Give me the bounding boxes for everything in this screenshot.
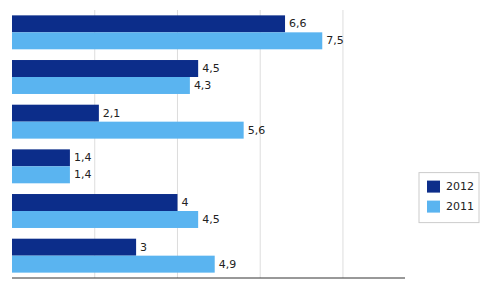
grid-line <box>342 10 343 278</box>
bar <box>12 149 70 166</box>
bar <box>12 211 198 228</box>
grid-line <box>94 10 95 278</box>
data-label: 7,5 <box>326 34 344 47</box>
data-label: 3 <box>140 241 147 254</box>
chart-container: 6,6 4,5 2,1 1,4 4 3 7,5 4,3 5,6 1,4 4,5 4,9 2012 2011 <box>0 0 493 291</box>
data-label: 1,4 <box>74 168 92 181</box>
legend-swatch <box>427 201 440 213</box>
bar <box>12 122 244 139</box>
x-axis-line <box>12 278 405 279</box>
grid-line <box>177 10 178 278</box>
bar <box>12 105 99 122</box>
bar <box>12 60 198 77</box>
chart: 6,6 4,5 2,1 1,4 4 3 7,5 4,3 5,6 1,4 4,5 4,9 2012 2011 <box>0 0 493 291</box>
legend-label: 2011 <box>446 200 474 213</box>
bar <box>12 194 177 211</box>
bar <box>12 15 285 32</box>
grid <box>95 10 343 278</box>
background <box>0 0 493 291</box>
grid-line <box>260 10 261 278</box>
bar <box>12 166 70 183</box>
data-label: 4 <box>181 196 188 209</box>
bar <box>12 32 322 49</box>
legend-label: 2012 <box>446 180 474 193</box>
data-label: 4,5 <box>202 62 220 75</box>
legend: 2012 2011 <box>419 173 479 223</box>
data-label: 4,3 <box>194 79 212 92</box>
data-label: 4,9 <box>219 258 237 271</box>
data-label: 2,1 <box>103 107 121 120</box>
legend-swatch <box>427 181 440 193</box>
data-label: 4,5 <box>202 213 220 226</box>
data-label: 6,6 <box>289 17 307 30</box>
data-labels: 6,6 4,5 2,1 1,4 4 3 7,5 4,3 5,6 1,4 4,5 4,9 <box>74 17 344 270</box>
data-label: 5,6 <box>248 124 265 137</box>
bar <box>12 77 190 94</box>
bar <box>12 239 136 256</box>
data-label: 1,4 <box>74 151 92 164</box>
legend-box <box>419 173 479 223</box>
bars <box>12 15 322 272</box>
bar <box>12 256 215 273</box>
